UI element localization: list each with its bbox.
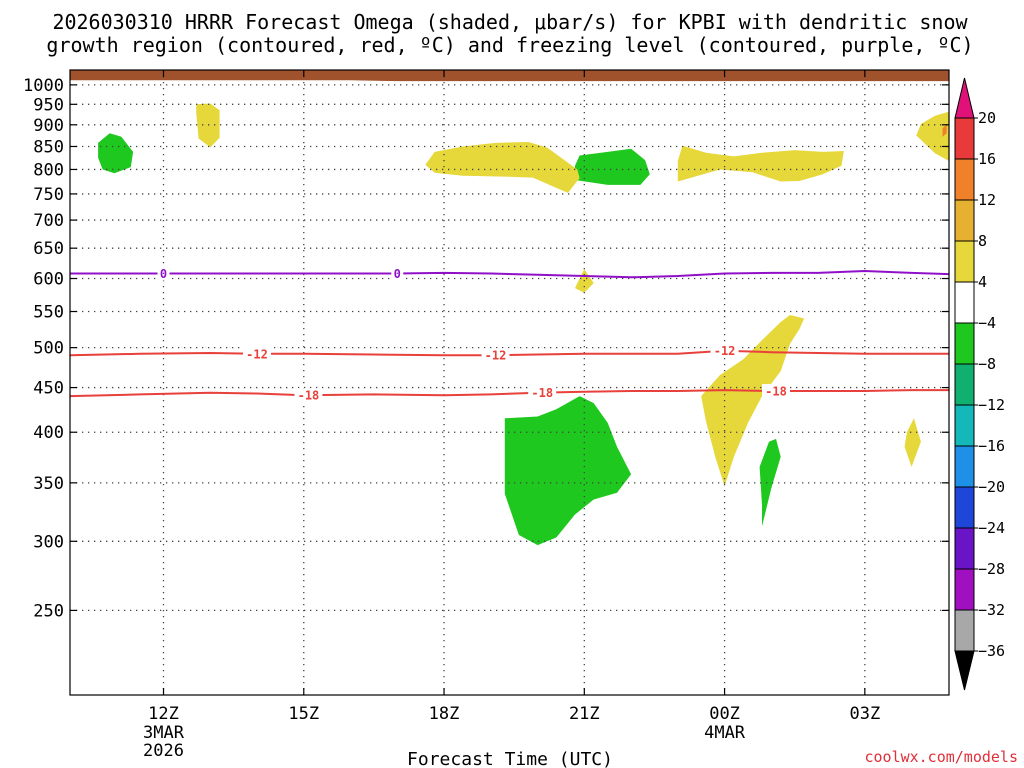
y-tick-label-550: 550	[33, 303, 64, 323]
contour-label--18: -18	[765, 384, 787, 398]
y-tick-label-1000: 1000	[23, 76, 64, 96]
omega-region-8	[425, 142, 580, 193]
colorbar-label-1: 16	[978, 150, 996, 168]
x-tick-sublabel-2026: 2026	[143, 741, 184, 761]
colorbar-label-7: −12	[978, 396, 1005, 414]
y-tick-label-600: 600	[33, 270, 64, 290]
omega-region-2	[98, 133, 134, 174]
contour-label-bg	[294, 388, 323, 403]
y-axis-ticks: 2503003504004505005506006507007508008509…	[23, 76, 949, 621]
omega-region-10	[916, 111, 949, 161]
colorbar-label-2: 12	[978, 191, 996, 209]
colorbar-label-3: 8	[978, 232, 987, 250]
colorbar-label-8: −16	[978, 437, 1005, 455]
y-tick-label-650: 650	[33, 239, 64, 259]
contour-label-bg	[391, 266, 404, 281]
colorbar-label-11: −28	[978, 560, 1005, 578]
colorbar-label-12: −32	[978, 601, 1005, 619]
y-tick-label-400: 400	[33, 423, 64, 443]
y-tick-label-750: 750	[33, 185, 64, 205]
contour-label-bg	[243, 346, 272, 361]
contour-label--18: -18	[531, 386, 553, 400]
y-tick-label-950: 950	[33, 95, 64, 115]
x-axis-label: Forecast Time (UTC)	[407, 749, 613, 768]
colorbar-label-5: −4	[978, 314, 996, 332]
x-tick-label-00Z: 00Z	[709, 704, 740, 724]
contour-layer: -18 -18 -18 -12 -12 -12 0 0	[69, 266, 950, 403]
colorbar-bottom-arrow	[954, 650, 975, 691]
colorbar: 20 16 12 8 4 −4 −8 −12 −16 −20 −24 −28 −32 −36	[954, 77, 1005, 691]
colorbar-label-6: −8	[978, 355, 996, 373]
y-tick-label-450: 450	[33, 379, 64, 399]
y-tick-label-300: 300	[33, 532, 64, 552]
y-tick-label-250: 250	[33, 601, 64, 621]
colorbar-label-10: −24	[978, 519, 1005, 537]
colorbar-swatch-4	[954, 281, 975, 324]
omega-region-9	[677, 145, 844, 182]
contour-label--12: -12	[485, 349, 507, 363]
contour-label--12: -12	[714, 344, 736, 358]
colorbar-label-13: −36	[978, 642, 1005, 660]
contour-line-0	[70, 269, 950, 279]
contour-line--18	[69, 389, 949, 398]
colorbar-swatch-0	[954, 117, 975, 160]
y-tick-label-350: 350	[33, 474, 64, 494]
credit-text: coolwx.com/models	[864, 748, 1018, 766]
chart-title-line-1: 2026030310 HRRR Forecast Omega (shaded, …	[52, 10, 968, 34]
x-tick-label-12Z: 12Z	[148, 704, 179, 724]
x-tick-label-21Z: 21Z	[569, 704, 600, 724]
x-tick-sublabel-3MAR: 3MAR	[143, 723, 185, 743]
y-tick-label-500: 500	[33, 339, 64, 359]
x-tick-sublabel-4MAR: 4MAR	[704, 723, 746, 743]
omega-region-4	[701, 315, 805, 487]
omega-region-7	[196, 103, 220, 148]
x-tick-label-03Z: 03Z	[849, 704, 880, 724]
y-tick-label-850: 850	[33, 137, 64, 157]
omega-region-3	[575, 148, 650, 185]
plot-frame	[69, 69, 950, 696]
x-tick-label-18Z: 18Z	[429, 704, 460, 724]
omega-region-5	[904, 418, 921, 467]
contour-label-bg	[157, 266, 170, 281]
colorbar-swatch-11	[954, 568, 975, 611]
colorbar-label-9: −20	[978, 478, 1005, 496]
chart-title-line-2: growth region (contoured, red, ºC) and f…	[46, 33, 973, 57]
y-tick-label-700: 700	[33, 211, 64, 231]
colorbar-swatch-2	[954, 199, 975, 242]
colorbar-swatch-6	[954, 363, 975, 406]
colorbar-swatch-12	[954, 609, 975, 652]
contour-label-bg	[528, 385, 557, 400]
contour-label--12: -12	[246, 347, 268, 361]
colorbar-top-arrow	[954, 77, 975, 119]
colorbar-swatch-10	[954, 527, 975, 570]
colorbar-swatch-5	[954, 322, 975, 365]
omega-region-0	[504, 396, 632, 546]
colorbar-swatch-8	[954, 445, 975, 488]
contour-label-0: 0	[394, 267, 401, 281]
omega-region-11	[942, 124, 947, 137]
omega-shading-layer	[70, 70, 949, 546]
omega-region-12	[70, 70, 949, 82]
colorbar-label-0: 20	[978, 109, 996, 127]
contour-label-bg	[762, 383, 791, 398]
omega-region-1	[759, 438, 781, 527]
contour-label--18: -18	[298, 389, 320, 403]
colorbar-swatch-9	[954, 486, 975, 529]
colorbar-swatch-3	[954, 240, 975, 283]
contour-label-0: 0	[160, 267, 167, 281]
contour-label-bg	[710, 343, 739, 358]
y-tick-label-800: 800	[33, 160, 64, 180]
colorbar-swatch-7	[954, 404, 975, 447]
contour-label-bg	[481, 348, 510, 363]
grid-layer	[70, 70, 949, 695]
colorbar-swatch-1	[954, 158, 975, 201]
y-tick-label-900: 900	[33, 116, 64, 136]
colorbar-label-4: 4	[978, 273, 987, 291]
x-tick-label-15Z: 15Z	[288, 704, 319, 724]
